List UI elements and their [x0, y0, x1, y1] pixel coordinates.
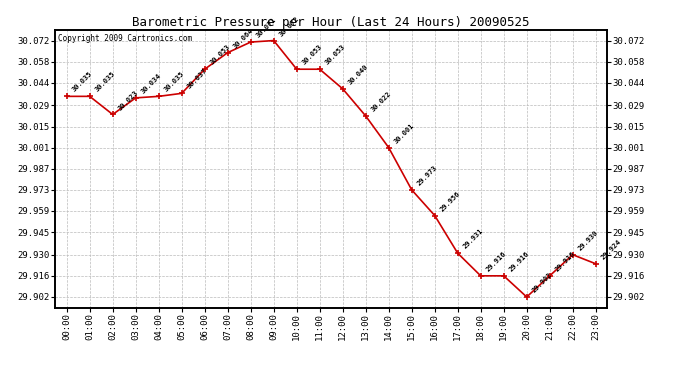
Text: 29.956: 29.956	[439, 190, 461, 212]
Title: Barometric Pressure per Hour (Last 24 Hours) 20090525: Barometric Pressure per Hour (Last 24 Ho…	[132, 16, 530, 29]
Text: 29.924: 29.924	[600, 238, 622, 261]
Text: 29.916: 29.916	[485, 251, 507, 273]
Text: 30.053: 30.053	[301, 44, 323, 66]
Text: 30.037: 30.037	[186, 68, 208, 90]
Text: 30.035: 30.035	[94, 71, 116, 93]
Text: 29.930: 29.930	[577, 229, 599, 252]
Text: 30.064: 30.064	[232, 27, 254, 50]
Text: 29.916: 29.916	[554, 251, 576, 273]
Text: 30.071: 30.071	[255, 16, 277, 39]
Text: Copyright 2009 Cartronics.com: Copyright 2009 Cartronics.com	[58, 34, 192, 43]
Text: 29.973: 29.973	[416, 164, 438, 187]
Text: 30.040: 30.040	[347, 63, 369, 86]
Text: 30.022: 30.022	[370, 90, 392, 113]
Text: 30.001: 30.001	[393, 122, 415, 144]
Text: 30.035: 30.035	[163, 71, 185, 93]
Text: 30.053: 30.053	[209, 44, 231, 66]
Text: 29.902: 29.902	[531, 272, 553, 294]
Text: 29.931: 29.931	[462, 228, 484, 250]
Text: 29.916: 29.916	[508, 251, 530, 273]
Text: 30.034: 30.034	[140, 72, 162, 95]
Text: 30.072: 30.072	[278, 15, 300, 38]
Text: 30.023: 30.023	[117, 89, 139, 111]
Text: 30.053: 30.053	[324, 44, 346, 66]
Text: 30.035: 30.035	[71, 71, 93, 93]
